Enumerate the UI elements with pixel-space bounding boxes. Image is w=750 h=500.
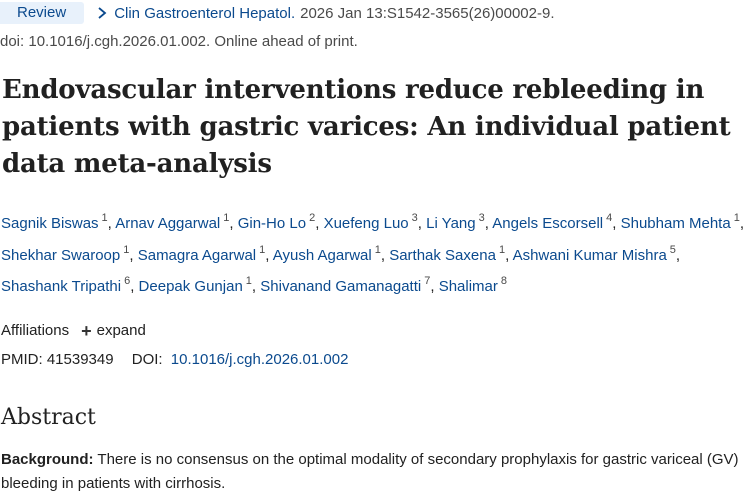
- doi-line: doi: 10.1016/j.cgh.2026.01.002. Online a…: [0, 33, 358, 50]
- chevron-right-icon[interactable]: [96, 6, 108, 20]
- author-item: Li Yang 3,: [426, 212, 489, 232]
- author-item: Arnav Aggarwal 1,: [115, 212, 234, 232]
- author-link[interactable]: Ashwani Kumar Mishra: [512, 246, 667, 264]
- abstract-background: Background: There is no consensus on the…: [1, 448, 741, 496]
- affiliation-number[interactable]: 1: [498, 243, 506, 256]
- pmid-value: 41539349: [46, 351, 114, 368]
- author-link[interactable]: Shivanand Gamanagatti: [260, 278, 422, 295]
- plus-icon: +: [81, 320, 92, 341]
- affiliation-number[interactable]: 4: [606, 212, 613, 224]
- expand-affiliations-button[interactable]: + expand: [81, 320, 146, 341]
- article-header-row: Review Clin Gastroenterol Hepatol. 2026 …: [0, 2, 555, 24]
- author-list: Sagnik Biswas 1, Arnav Aggarwal 1, Gin-Ho …: [1, 206, 746, 301]
- identifiers-row: PMID: 41539349 DOI: 10.1016/j.cgh.2026.0…: [1, 351, 348, 368]
- doi-link[interactable]: 10.1016/j.cgh.2026.01.002: [170, 351, 349, 368]
- affiliation-number[interactable]: 2: [309, 212, 316, 224]
- author-link[interactable]: Xuefeng Luo: [323, 215, 409, 232]
- author-item: Sagnik Biswas 1,: [1, 212, 112, 232]
- author-link[interactable]: Shekhar Swaroop: [1, 246, 121, 264]
- author-item: Samagra Agarwal 1,: [137, 243, 270, 264]
- author-link[interactable]: Sarthak Saxena: [389, 246, 496, 264]
- author-link[interactable]: Shashank Tripathi: [1, 278, 122, 295]
- publication-type-badge: Review: [0, 2, 85, 24]
- author-item: Shubham Mehta 1,: [620, 212, 744, 232]
- journal-link[interactable]: Clin Gastroenterol Hepatol.: [114, 4, 296, 22]
- author-link[interactable]: Gin-Ho Lo: [237, 215, 307, 232]
- background-label: Background:: [1, 451, 94, 468]
- affiliation-number[interactable]: 1: [123, 243, 130, 256]
- author-item: Gin-Ho Lo 2,: [237, 212, 320, 232]
- affiliation-number[interactable]: 1: [223, 212, 230, 224]
- expand-label: expand: [96, 322, 146, 339]
- author-item: Shivanand Gamanagatti 7,: [260, 275, 435, 295]
- journal-citation: Clin Gastroenterol Hepatol. 2026 Jan 13:…: [96, 4, 555, 22]
- author-item: Shekhar Swaroop 1,: [1, 243, 134, 264]
- affiliation-number[interactable]: 1: [101, 212, 108, 224]
- author-link[interactable]: Li Yang: [426, 215, 476, 232]
- author-item: Ayush Agarwal 1,: [272, 243, 386, 264]
- affiliation-number[interactable]: 8: [500, 275, 507, 287]
- author-item: Deepak Gunjan 1,: [138, 275, 257, 295]
- affiliations-row: Affiliations + expand: [1, 320, 146, 341]
- author-link[interactable]: Shalimar: [438, 278, 498, 295]
- pmid-label: PMID:: [1, 351, 43, 368]
- affiliation-number[interactable]: 6: [124, 275, 131, 287]
- affiliation-number[interactable]: 1: [259, 243, 266, 256]
- affiliations-label: Affiliations: [1, 322, 70, 339]
- author-item: Shashank Tripathi 6,: [1, 275, 135, 295]
- author-item: Ashwani Kumar Mishra 5,: [512, 243, 681, 264]
- author-link[interactable]: Shubham Mehta: [620, 215, 731, 232]
- author-item: Xuefeng Luo 3,: [323, 212, 422, 232]
- author-link[interactable]: Deepak Gunjan: [138, 278, 243, 295]
- author-item: Sarthak Saxena 1,: [389, 243, 510, 264]
- abstract-heading: Abstract: [1, 405, 96, 430]
- author-item: Angels Escorsell 4,: [492, 212, 617, 232]
- affiliation-number[interactable]: 1: [245, 275, 252, 287]
- article-title: Endovascular interventions reduce reblee…: [2, 75, 731, 179]
- affiliation-number[interactable]: 5: [669, 243, 676, 256]
- background-text: There is no consensus on the optimal mod…: [1, 451, 739, 492]
- affiliation-number[interactable]: 3: [478, 212, 485, 224]
- citation-date: 2026 Jan 13:S1542-3565(26)00002-9.: [300, 4, 555, 22]
- affiliation-number[interactable]: 7: [424, 275, 431, 287]
- author-link[interactable]: Sagnik Biswas: [1, 215, 99, 232]
- doi-label: DOI:: [131, 351, 163, 368]
- affiliation-number[interactable]: 1: [374, 243, 381, 256]
- author-item: Shalimar 8: [438, 275, 507, 295]
- author-link[interactable]: Angels Escorsell: [492, 215, 604, 232]
- author-link[interactable]: Arnav Aggarwal: [115, 215, 221, 232]
- affiliation-number[interactable]: 3: [411, 212, 418, 224]
- author-link[interactable]: Ayush Agarwal: [272, 246, 372, 264]
- affiliation-number[interactable]: 1: [733, 212, 740, 224]
- author-link[interactable]: Samagra Agarwal: [137, 246, 257, 264]
